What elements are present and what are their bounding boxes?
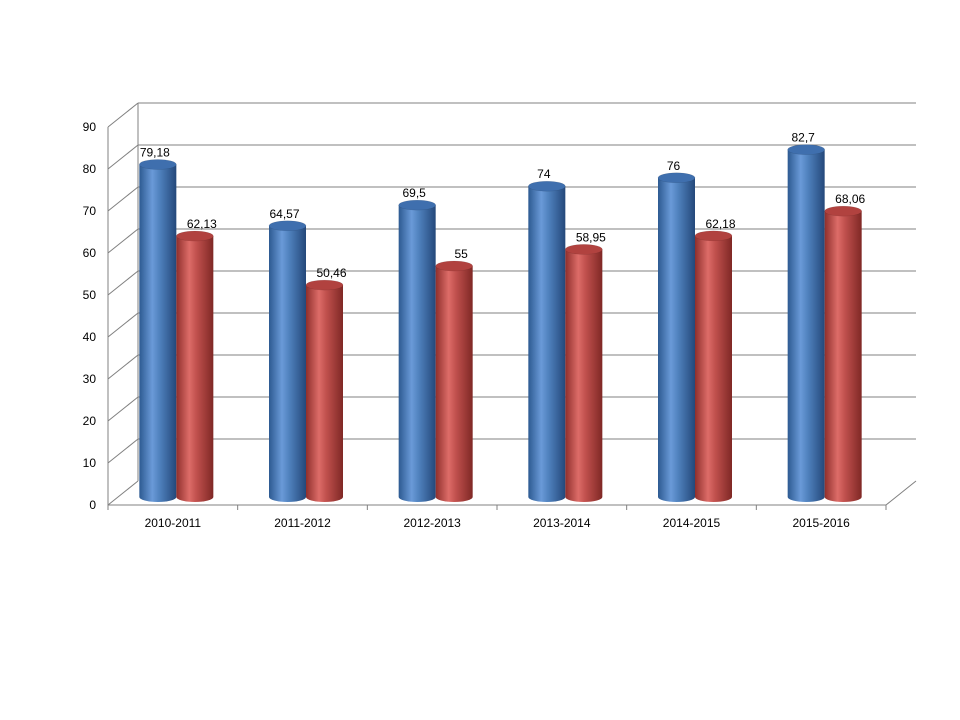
data-label: 74 bbox=[537, 167, 551, 181]
gridline-depth bbox=[107, 354, 139, 380]
gridline-depth bbox=[107, 312, 139, 338]
x-tick-label: 2012-2013 bbox=[403, 516, 461, 530]
bar bbox=[658, 177, 695, 503]
x-tick-label: 2013-2014 bbox=[533, 516, 591, 530]
bar bbox=[176, 236, 214, 502]
gridline-depth bbox=[107, 396, 139, 422]
bar bbox=[306, 285, 343, 502]
y-tick-label: 70 bbox=[83, 204, 97, 218]
bar bbox=[528, 186, 566, 502]
data-label: 50,46 bbox=[316, 266, 346, 280]
data-label: 79,18 bbox=[140, 145, 170, 159]
data-label: 58,95 bbox=[576, 230, 606, 244]
data-label: 82,7 bbox=[791, 131, 815, 145]
chart-labels: 79,18 62,13 64,57 50,46 69,5 55 74 58,95 76 62,18… bbox=[140, 131, 866, 280]
bar-top bbox=[435, 260, 473, 272]
y-tick-label: 30 bbox=[83, 372, 97, 386]
x-tick-label: 2014-2015 bbox=[663, 516, 721, 530]
bar-top bbox=[657, 172, 696, 184]
y-tick-label: 10 bbox=[83, 456, 97, 470]
gridline-depth bbox=[107, 144, 139, 170]
bar-top bbox=[694, 230, 733, 242]
data-label: 69,5 bbox=[402, 186, 426, 200]
y-tick-label: 0 bbox=[89, 498, 96, 512]
bar-top bbox=[268, 220, 307, 232]
bar bbox=[139, 164, 177, 502]
bar-top bbox=[528, 180, 566, 192]
bar bbox=[565, 249, 603, 502]
bar-top bbox=[787, 144, 825, 155]
bar-top bbox=[305, 279, 344, 291]
gridline-depth bbox=[107, 270, 139, 296]
y-tick-label: 40 bbox=[83, 330, 97, 344]
gridline-depth bbox=[107, 438, 139, 464]
bar-top bbox=[398, 199, 436, 211]
bar bbox=[435, 266, 473, 502]
y-tick-label: 50 bbox=[83, 288, 97, 302]
gridline-depth bbox=[107, 102, 139, 128]
bar bbox=[695, 235, 732, 502]
bar bbox=[787, 149, 825, 502]
bar-top bbox=[824, 205, 862, 217]
bar bbox=[269, 225, 306, 502]
gridline-depth bbox=[107, 228, 139, 254]
y-tick-label: 90 bbox=[83, 120, 97, 134]
data-label: 62,18 bbox=[705, 217, 735, 231]
bar-top bbox=[176, 230, 214, 242]
gridline-depth bbox=[107, 186, 139, 212]
y-tick-label: 20 bbox=[83, 414, 97, 428]
y-tick-label: 80 bbox=[83, 162, 97, 176]
x-tick-label: 2010-2011 bbox=[145, 516, 202, 530]
gridline-depth bbox=[107, 480, 139, 506]
bar-top bbox=[565, 244, 603, 255]
chart-axes: 0 10 20 30 40 50 60 70 80 90 2010-2011 2011-2012 201… bbox=[83, 102, 917, 530]
floor-right-edge bbox=[885, 480, 917, 506]
y-tick-label: 60 bbox=[83, 246, 97, 260]
chart-bars bbox=[139, 144, 862, 503]
data-label: 55 bbox=[454, 247, 468, 261]
bar-top bbox=[139, 159, 177, 170]
data-label: 68,06 bbox=[835, 192, 865, 206]
data-label: 64,57 bbox=[269, 207, 299, 221]
x-tick-label: 2015-2016 bbox=[792, 516, 850, 530]
data-label: 76 bbox=[667, 159, 681, 173]
bar bbox=[824, 211, 862, 502]
x-tick-label: 2011-2012 bbox=[274, 516, 331, 530]
bar bbox=[398, 205, 436, 502]
data-label: 62,13 bbox=[187, 217, 217, 231]
